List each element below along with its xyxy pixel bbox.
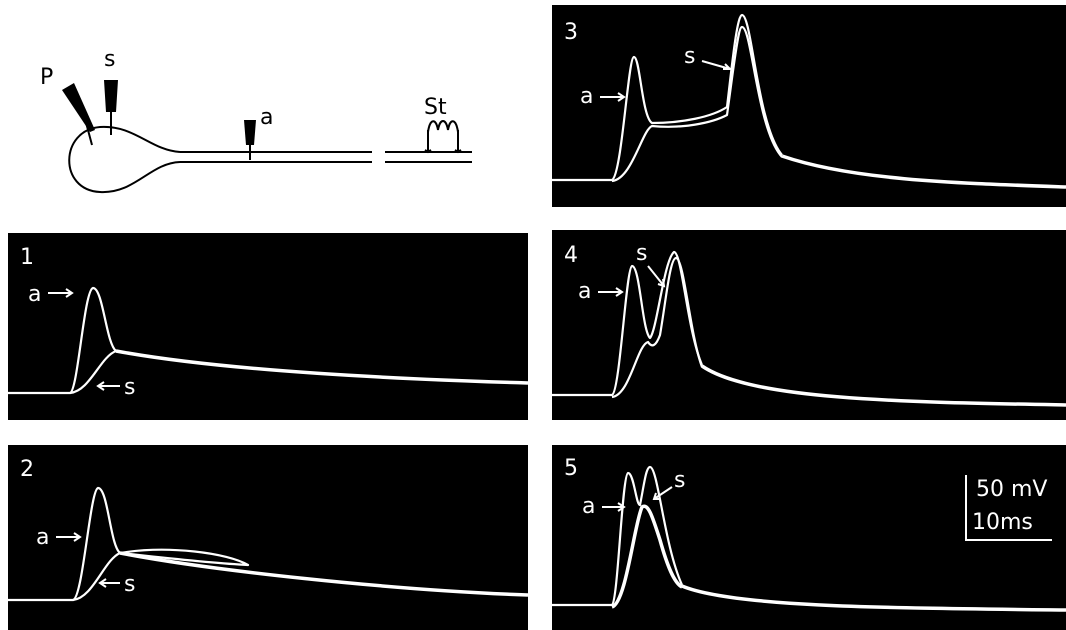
pipette-tip [83, 114, 93, 146]
arrow [701, 60, 733, 70]
axon-trace [8, 486, 121, 602]
soma-trace [69, 349, 117, 395]
trace-label: s [124, 375, 135, 400]
panel-number: 4 [564, 243, 578, 268]
screen [8, 233, 528, 420]
scale-bar [965, 475, 1052, 541]
panel: 3 a s [552, 5, 1066, 207]
arrow [96, 381, 120, 391]
label: s [104, 47, 115, 72]
arrow [647, 265, 666, 288]
soma [68, 125, 181, 194]
trace [681, 584, 1066, 612]
screen [8, 445, 528, 630]
trace-label: s [674, 468, 685, 493]
panel: 1 a s [8, 233, 529, 420]
axon-trace [552, 465, 684, 607]
panel: 5 a s 50 mV 10ms [552, 445, 1066, 630]
scale-label: 10ms [972, 510, 1033, 535]
soma-trace [611, 25, 783, 183]
trace-label: a [36, 525, 49, 550]
panel-number: 5 [564, 456, 578, 481]
scale-label: 50 mV [976, 477, 1047, 502]
neuron-diagram: P s a St [40, 47, 472, 194]
screen [552, 445, 1066, 630]
trace [701, 364, 1066, 407]
axon-trace [552, 13, 783, 182]
arrow [600, 92, 626, 102]
trace [781, 154, 1066, 189]
arrow [56, 532, 82, 542]
panel-number: 3 [564, 20, 578, 45]
panel: 2 a s [8, 445, 529, 630]
arrow [652, 486, 673, 500]
trace-label: s [124, 572, 135, 597]
axon-electrode [244, 120, 256, 145]
trace-label: a [578, 279, 591, 304]
axon-trace [8, 286, 117, 395]
trace [115, 349, 529, 385]
arrow [98, 578, 120, 588]
arrow [48, 288, 74, 298]
arrow [598, 287, 624, 297]
soma-electrode [104, 80, 118, 112]
trace-label: s [636, 241, 647, 266]
label: P [40, 65, 53, 90]
soma-trace [610, 504, 684, 609]
trace-label: a [28, 282, 41, 307]
panel-number: 2 [20, 457, 34, 482]
pipette [62, 83, 95, 132]
arrow [602, 502, 626, 512]
trace-label: s [684, 44, 695, 69]
label: a [260, 105, 273, 130]
screen [552, 230, 1066, 420]
panel: 4 a s [552, 230, 1066, 420]
trace [119, 551, 529, 597]
soma-trace [611, 256, 704, 399]
screen [552, 5, 1066, 207]
trace-label: a [582, 494, 595, 519]
label: St [424, 95, 447, 120]
trace-label: a [580, 84, 593, 109]
panel-number: 1 [20, 245, 34, 270]
soma-trace [72, 548, 250, 602]
stimulator [424, 120, 462, 154]
